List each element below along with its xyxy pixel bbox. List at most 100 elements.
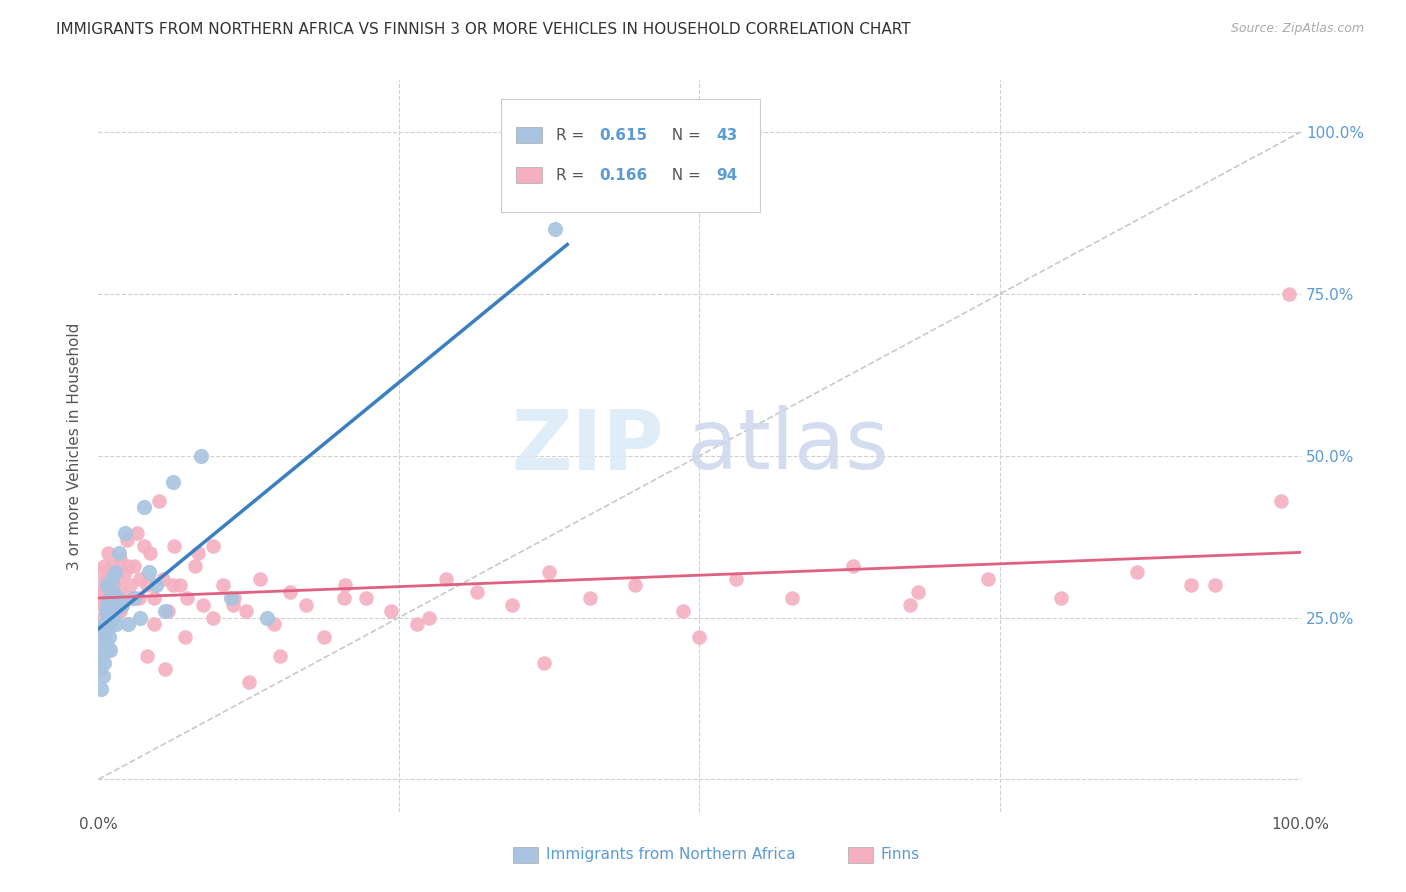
Point — [100, 572, 122, 586]
Point — [1050, 591, 1073, 606]
FancyBboxPatch shape — [501, 99, 759, 212]
Point — [100, 598, 122, 612]
Point — [96, 591, 118, 606]
Point — [148, 494, 170, 508]
Point — [94, 636, 117, 650]
Point — [108, 604, 131, 618]
Point — [152, 572, 174, 586]
Point — [108, 604, 131, 618]
Point — [269, 649, 291, 664]
Point — [96, 624, 118, 638]
Point — [101, 584, 124, 599]
Text: 43: 43 — [716, 128, 738, 143]
Point — [139, 546, 162, 560]
Point — [465, 584, 488, 599]
Point — [1204, 578, 1226, 592]
Point — [224, 591, 246, 606]
Point — [314, 630, 336, 644]
Text: N =: N = — [662, 128, 706, 143]
Point — [100, 643, 122, 657]
Point — [93, 617, 115, 632]
Point — [103, 610, 125, 624]
Point — [118, 578, 141, 592]
Point — [672, 604, 695, 618]
Point — [97, 546, 120, 560]
Point — [121, 591, 143, 606]
Point — [104, 566, 127, 580]
Point — [183, 558, 205, 573]
Point — [977, 572, 1000, 586]
Point — [263, 617, 285, 632]
Point — [132, 539, 155, 553]
Point — [91, 643, 114, 657]
Point — [238, 675, 260, 690]
Point — [96, 572, 118, 586]
Point — [190, 449, 212, 463]
Point — [91, 669, 114, 683]
Point — [105, 617, 128, 632]
Point — [249, 572, 271, 586]
Point — [97, 617, 120, 632]
Point — [98, 630, 121, 644]
Point — [101, 584, 124, 599]
Point — [114, 526, 136, 541]
Point — [111, 598, 134, 612]
Point — [98, 578, 121, 592]
Point — [1277, 286, 1299, 301]
Point — [163, 539, 186, 553]
Point — [842, 558, 865, 573]
Point — [135, 649, 157, 664]
Point — [91, 598, 114, 612]
Point — [103, 604, 125, 618]
Point — [907, 584, 929, 599]
Point — [332, 591, 354, 606]
Point — [544, 222, 567, 236]
Point — [96, 598, 118, 612]
Point — [125, 526, 148, 541]
Point — [256, 610, 278, 624]
Text: atlas: atlas — [688, 406, 889, 486]
Point — [406, 617, 429, 632]
Point — [128, 591, 150, 606]
Point — [91, 624, 114, 638]
Point — [898, 598, 921, 612]
Point — [235, 604, 257, 618]
Point — [110, 584, 132, 599]
Point — [101, 610, 124, 624]
Point — [90, 681, 112, 696]
Point — [142, 617, 165, 632]
Point — [176, 591, 198, 606]
Point — [117, 617, 139, 632]
FancyBboxPatch shape — [516, 168, 541, 184]
Point — [278, 584, 301, 599]
Point — [93, 630, 115, 644]
Point — [104, 566, 127, 580]
Point — [501, 598, 523, 612]
Point — [117, 533, 139, 547]
Text: Immigrants from Northern Africa: Immigrants from Northern Africa — [546, 847, 796, 862]
Point — [212, 578, 235, 592]
Point — [333, 578, 356, 592]
Point — [90, 649, 112, 664]
Point — [356, 591, 378, 606]
Point — [434, 572, 457, 586]
Point — [135, 578, 157, 592]
Point — [201, 610, 224, 624]
Point — [418, 610, 440, 624]
Point — [98, 591, 121, 606]
Text: IMMIGRANTS FROM NORTHERN AFRICA VS FINNISH 3 OR MORE VEHICLES IN HOUSEHOLD CORRE: IMMIGRANTS FROM NORTHERN AFRICA VS FINNI… — [56, 22, 911, 37]
Point — [780, 591, 803, 606]
Point — [100, 617, 122, 632]
Point — [117, 558, 139, 573]
Text: R =: R = — [557, 168, 589, 183]
Point — [689, 630, 711, 644]
Point — [124, 558, 146, 573]
Point — [101, 578, 124, 592]
Point — [94, 604, 117, 618]
Point — [93, 656, 115, 670]
Point — [100, 598, 122, 612]
Point — [111, 598, 134, 612]
Point — [90, 566, 112, 580]
Point — [145, 578, 167, 592]
Text: Finns: Finns — [880, 847, 920, 862]
